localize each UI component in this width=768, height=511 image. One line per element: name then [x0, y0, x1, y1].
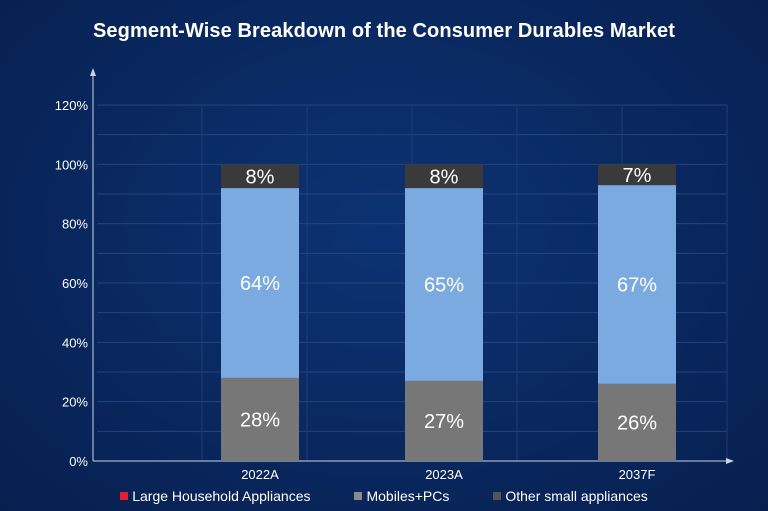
bar-segment-other-small — [405, 164, 483, 189]
x-tick-label: 2023A — [425, 467, 463, 482]
bar-segment-other-small — [221, 164, 299, 189]
data-label-mobiles-pcs: 28% — [240, 410, 280, 432]
data-label-large-household: 64% — [240, 273, 280, 295]
bar-segment-large-household — [221, 188, 299, 378]
data-label-other-small: 8% — [246, 166, 275, 188]
data-label-mobiles-pcs: 27% — [424, 411, 464, 433]
legend-swatch-other-small — [493, 492, 502, 500]
y-tick-label: 0% — [69, 454, 88, 469]
x-tick-label: 2037F — [619, 467, 656, 482]
bar-segment-large-household — [598, 185, 676, 384]
legend-swatch-mobiles-pcs — [354, 492, 363, 500]
data-label-other-small: 7% — [623, 165, 652, 187]
legend-item-mobiles-pcs: Mobiles+PCs — [354, 488, 449, 504]
bar-segment-other-small — [598, 164, 676, 186]
legend-item-other-small: Other small appliances — [493, 488, 648, 504]
legend-swatch-large-household — [120, 492, 129, 500]
legend-label-mobiles-pcs: Mobiles+PCs — [366, 488, 450, 504]
data-label-other-small: 8% — [430, 166, 459, 188]
y-tick-label: 60% — [62, 276, 88, 291]
y-tick-label: 40% — [62, 335, 88, 350]
y-axis-arrow — [90, 68, 96, 76]
legend-label-large-household: Large Household Appliances — [132, 488, 311, 504]
bar-segment-mobiles-pcs — [598, 383, 676, 461]
chart-title: Segment-Wise Breakdown of the Consumer D… — [92, 20, 675, 42]
chart-legend: Large Household Appliances Mobiles+PCs O… — [0, 488, 768, 504]
x-axis-arrow — [726, 458, 734, 464]
data-label-large-household: 65% — [424, 275, 464, 297]
x-tick-label: 2022A — [241, 467, 279, 482]
data-label-large-household: 67% — [617, 275, 657, 297]
bar-segment-large-household — [405, 188, 483, 381]
bar-segment-mobiles-pcs — [221, 377, 299, 461]
legend-label-other-small: Other small appliances — [505, 488, 648, 504]
y-tick-label: 100% — [55, 157, 89, 172]
y-tick-label: 120% — [55, 98, 89, 113]
y-tick-label: 20% — [62, 395, 88, 410]
legend-item-large-household: Large Household Appliances — [120, 488, 310, 504]
y-tick-label: 80% — [62, 217, 88, 232]
bar-segment-mobiles-pcs — [405, 380, 483, 461]
data-label-mobiles-pcs: 26% — [617, 413, 657, 435]
